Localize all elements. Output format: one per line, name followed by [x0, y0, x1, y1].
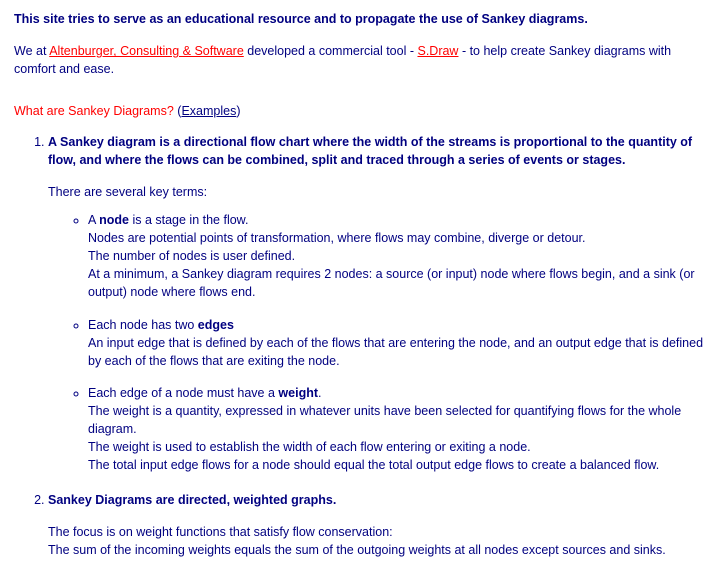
def2-l2: The sum of the incoming weights equals t…: [48, 541, 713, 559]
edge-pre: Each node has two: [88, 318, 198, 332]
def1-main: A Sankey diagram is a directional flow c…: [48, 135, 692, 167]
edge-l2: An input edge that is defined by each of…: [88, 334, 713, 370]
definition-item-1: A Sankey diagram is a directional flow c…: [48, 133, 713, 475]
definitions-list: A Sankey diagram is a directional flow c…: [14, 133, 713, 559]
key-terms-intro: There are several key terms:: [48, 183, 713, 201]
node-l2: Nodes are potential points of transforma…: [88, 229, 713, 247]
term-edge: Each node has two edges An input edge th…: [88, 316, 713, 370]
def2-l1: The focus is on weight functions that sa…: [48, 523, 713, 541]
heading-close: ): [236, 104, 240, 118]
weight-l3: The weight is used to establish the widt…: [88, 438, 713, 456]
weight-post: .: [318, 386, 321, 400]
altenburger-link[interactable]: Altenburger, Consulting & Software: [49, 44, 244, 58]
edge-term: edges: [198, 318, 234, 332]
node-term: node: [99, 213, 129, 227]
intro-line-1: This site tries to serve as an education…: [14, 10, 713, 28]
key-terms-list: A node is a stage in the flow. Nodes are…: [48, 211, 713, 475]
weight-l2: The weight is a quantity, expressed in w…: [88, 402, 713, 438]
section-heading: What are Sankey Diagrams? (Examples): [14, 102, 713, 120]
weight-l4: The total input edge flows for a node sh…: [88, 456, 713, 474]
intro-pre: We at: [14, 44, 49, 58]
weight-term: weight: [278, 386, 318, 400]
node-l3: The number of nodes is user defined.: [88, 247, 713, 265]
heading-title: What are Sankey Diagrams?: [14, 104, 174, 118]
node-l4: At a minimum, a Sankey diagram requires …: [88, 265, 713, 301]
def2-main: Sankey Diagrams are directed, weighted g…: [48, 493, 336, 507]
term-weight: Each edge of a node must have a weight. …: [88, 384, 713, 475]
intro-mid: developed a commercial tool -: [244, 44, 418, 58]
definition-item-2: Sankey Diagrams are directed, weighted g…: [48, 491, 713, 559]
term-node: A node is a stage in the flow. Nodes are…: [88, 211, 713, 302]
examples-link[interactable]: Examples: [181, 104, 236, 118]
node-pre: A: [88, 213, 99, 227]
node-post: is a stage in the flow.: [129, 213, 249, 227]
intro-line-2: We at Altenburger, Consulting & Software…: [14, 42, 713, 78]
sdraw-link[interactable]: S.Draw: [417, 44, 458, 58]
weight-pre: Each edge of a node must have a: [88, 386, 278, 400]
